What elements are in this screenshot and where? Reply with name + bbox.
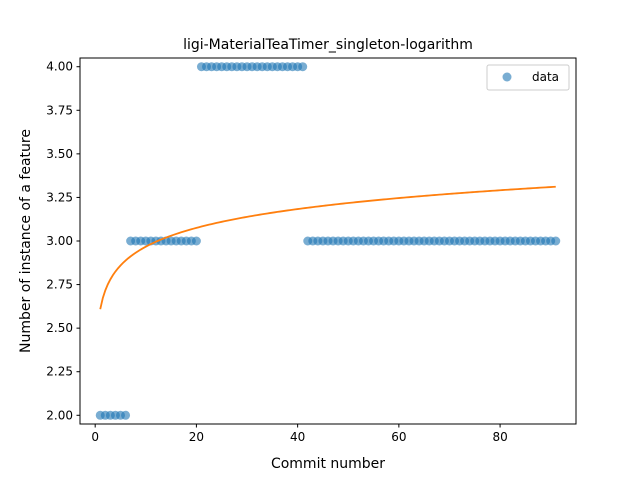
data-point — [551, 236, 561, 246]
x-tick-label: 0 — [91, 430, 99, 444]
plot-area — [95, 62, 561, 420]
y-axis: 2.00 2.25 2.50 2.75 3.00 3.25 3.50 3.75 4.00 — [46, 60, 80, 422]
y-tick-label: 2.25 — [46, 365, 73, 379]
y-tick-label: 3.50 — [46, 147, 73, 161]
chart-title: ligi-MaterialTeaTimer_singleton-logarith… — [183, 37, 473, 53]
y-tick-label: 2.50 — [46, 321, 73, 335]
fit-line — [99, 185, 556, 310]
y-tick-label: 4.00 — [46, 60, 73, 74]
y-tick-label: 2.00 — [46, 408, 73, 422]
legend-label-data: data — [532, 70, 559, 84]
x-tick-label: 40 — [290, 430, 305, 444]
y-tick-label: 3.75 — [46, 103, 73, 117]
x-axis-label: Commit number — [271, 456, 385, 472]
y-tick-label: 2.75 — [46, 278, 73, 292]
x-tick-label: 60 — [391, 430, 406, 444]
x-tick-label: 20 — [189, 430, 204, 444]
y-tick-label: 3.00 — [46, 234, 73, 248]
legend-marker-data — [502, 72, 512, 82]
x-axis: 0 20 40 60 80 — [91, 424, 508, 444]
legend-box — [486, 64, 570, 91]
data-point — [121, 410, 131, 420]
y-tick-label: 3.25 — [46, 190, 73, 204]
x-tick-label: 80 — [492, 430, 507, 444]
legend: data — [486, 64, 570, 91]
data-point — [298, 62, 308, 72]
data-point — [191, 236, 201, 246]
y-axis-label: Number of instance of a feature — [18, 129, 34, 353]
